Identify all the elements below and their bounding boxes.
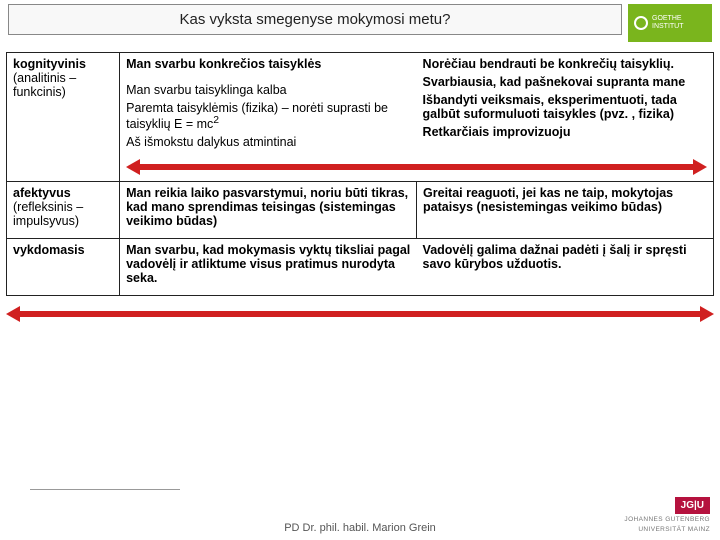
row2-left-p1: Man reikia laiko pasvarstymui, noriu būt… [126,186,410,228]
row2-right-cell: Greitai reaguoti, jei kas ne taip, mokyt… [417,182,714,239]
double-arrow-icon [126,159,707,175]
row3-content-cell: Man svarbu, kad mokymasis vyktų tiksliai… [120,239,714,296]
row2-left-cell: Man reikia laiko pasvarstymui, noriu būt… [120,182,417,239]
jgu-logo: JG|U JOHANNES GUTENBERG UNIVERSITÄT MAIN… [590,495,710,534]
row1-left-p2: Man svarbu taisyklinga kalba [126,83,410,97]
row1-label-cell: kognityvinis (analitinis – funkcinis) [7,53,120,182]
page-title: Kas vyksta smegenyse mokymosi metu? [8,4,622,35]
row1-label-bold: kognityvinis [13,57,113,71]
learning-styles-table: kognityvinis (analitinis – funkcinis) Ma… [6,52,714,296]
credit-text: PD Dr. phil. habil. Marion Grein [284,522,436,534]
row1-right-p4: Retkarčiais improvizuoju [423,125,707,139]
double-arrow-icon [6,306,714,322]
row3-left-p1: Man svarbu, kad mokymasis vyktų tiksliai… [126,243,410,285]
row2-label-sub: (refleksinis – impulsyvus) [13,200,113,228]
goethe-logo: GOETHE INSTITUT [628,4,712,42]
footer-divider [30,489,180,490]
goethe-label: GOETHE INSTITUT [652,15,712,30]
table-row: vykdomasis Man svarbu, kad mokymasis vyk… [7,239,714,296]
row1-content-cell: Man svarbu konkrečios taisyklės Man svar… [120,53,714,182]
row1-left-p4: Aš išmokstu dalykus atmintinai [126,135,410,149]
jgu-line2: UNIVERSITÄT MAINZ [590,526,710,534]
row2-right-p1: Greitai reaguoti, jei kas ne taip, mokyt… [423,186,707,214]
row1-right-p3: Išbandyti veiksmais, eksperimentuoti, ta… [423,93,707,121]
table-row: kognityvinis (analitinis – funkcinis) Ma… [7,53,714,182]
row3-right-p1: Vadovėlį galima dažnai padėti į šalį ir … [423,243,707,271]
jgu-line1: JOHANNES GUTENBERG [590,516,710,524]
row1-left-p3: Paremta taisyklėmis (fizika) – norėti su… [126,101,410,131]
row2-label-cell: afektyvus (refleksinis – impulsyvus) [7,182,120,239]
row1-label-sub: (analitinis – funkcinis) [13,71,113,99]
row2-label-bold: afektyvus [13,186,113,200]
table-row: afektyvus (refleksinis – impulsyvus) Man… [7,182,714,239]
row1-right-p2: Svarbiausia, kad pašnekovai supranta man… [423,75,707,89]
goethe-circle-icon [634,16,648,30]
row3-label-bold: vykdomasis [13,243,113,257]
row3-label-cell: vykdomasis [7,239,120,296]
jgu-box: JG|U [675,497,710,514]
row1-left-p1: Man svarbu konkrečios taisyklės [126,57,410,71]
row1-right-p1: Norėčiau bendrauti be konkrečių taisykli… [423,57,707,71]
